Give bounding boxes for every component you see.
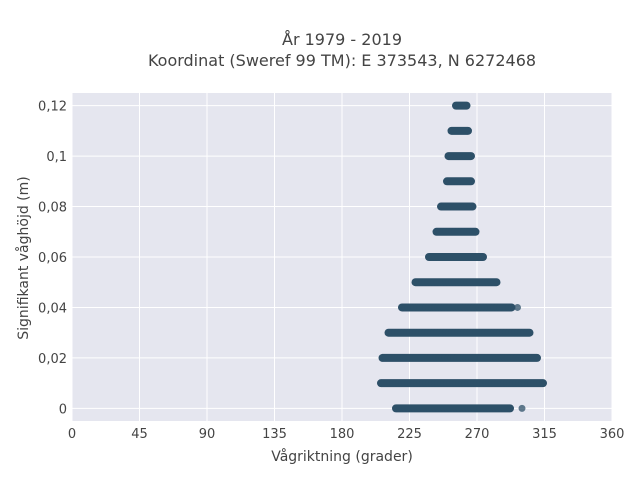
data-point [518, 404, 526, 412]
data-point [506, 404, 514, 412]
chart-title-line2: Koordinat (Sweref 99 TM): E 373543, N 62… [148, 51, 536, 70]
y-tick-label: 0,12 [38, 100, 67, 115]
data-points [377, 101, 547, 413]
data-point [526, 329, 533, 337]
data-point [539, 379, 547, 387]
x-tick-label: 180 [330, 427, 355, 442]
data-point [467, 152, 475, 160]
x-tick-label: 360 [600, 427, 625, 442]
x-tick-label: 0 [68, 427, 76, 442]
x-tick-label: 225 [397, 427, 422, 442]
y-axis-label: Signifikant våghöjd (m) [15, 176, 32, 339]
y-tick-label: 0,04 [38, 301, 67, 316]
x-tick-label: 315 [532, 427, 557, 442]
y-tick-label: 0,06 [38, 251, 67, 266]
y-tick-label: 0 [59, 402, 67, 417]
data-point [533, 354, 541, 362]
x-axis-label: Vågriktning (grader) [271, 448, 413, 465]
y-axis-ticks: 0 0,02 0,04 0,06 0,08 0,1 0,12 [38, 100, 67, 418]
chart-title-line1: År 1979 - 2019 [282, 30, 402, 49]
data-point [479, 253, 487, 261]
x-tick-label: 90 [199, 427, 216, 442]
x-axis-ticks: 0 45 90 135 180 225 270 315 360 [68, 427, 625, 442]
data-point [508, 303, 515, 311]
x-tick-label: 45 [131, 427, 148, 442]
data-point [464, 127, 472, 135]
data-point [493, 278, 500, 286]
data-point [463, 102, 470, 110]
data-point [472, 228, 479, 236]
y-tick-label: 0,08 [38, 201, 67, 216]
x-tick-label: 270 [465, 427, 490, 442]
data-point [467, 177, 475, 185]
data-point [514, 303, 521, 311]
y-tick-label: 0,02 [38, 352, 67, 367]
data-point [469, 203, 476, 211]
x-tick-label: 135 [262, 427, 287, 442]
y-tick-label: 0,1 [46, 150, 67, 165]
